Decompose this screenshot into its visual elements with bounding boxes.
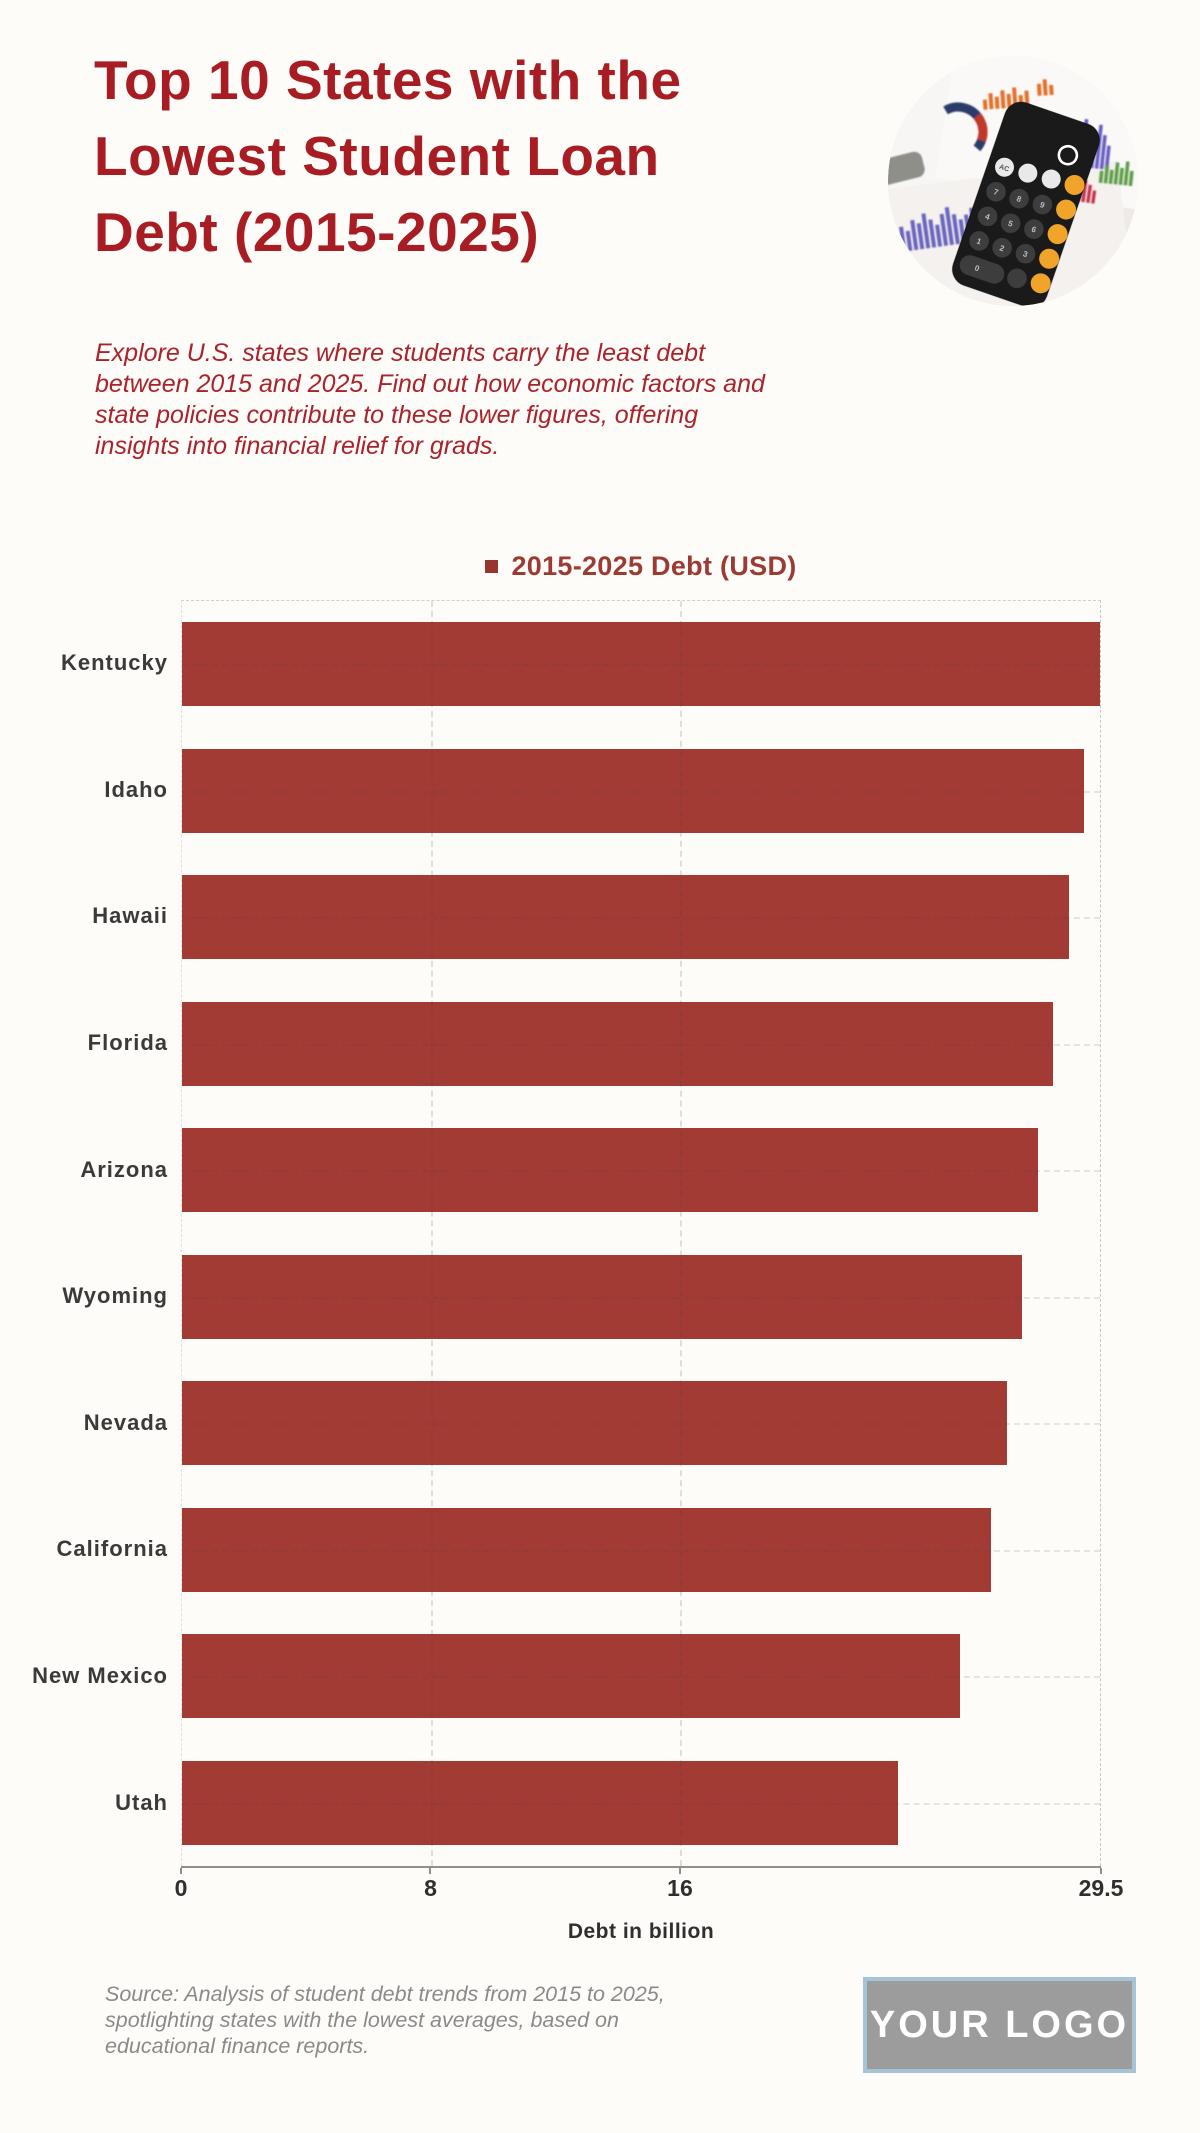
bar-row: [182, 1613, 1100, 1740]
svg-text:1: 1: [975, 236, 983, 246]
bar-utah: [182, 1760, 898, 1845]
y-axis-label-california: California: [56, 1536, 168, 1562]
bar-row: [182, 1487, 1100, 1614]
x-axis-tick-label: 16: [667, 1875, 693, 1901]
subtitle-line-4: insights into financial relief for grads…: [95, 432, 500, 460]
vertical-gridline: [430, 601, 433, 1866]
bars-container: [182, 601, 1100, 1866]
bar-row: [182, 1360, 1100, 1487]
bar-nevada: [182, 1381, 1007, 1466]
x-axis-title: Debt in billion: [567, 1920, 715, 1943]
svg-text:0: 0: [974, 263, 982, 273]
horizontal-gridline: [182, 917, 1100, 920]
y-axis-label-new-mexico: New Mexico: [32, 1663, 168, 1689]
bar-idaho: [182, 748, 1085, 833]
source-line-3: educational finance reports.: [105, 2034, 370, 2058]
x-axis-tick-label: 8: [424, 1875, 437, 1901]
bar-row: [182, 601, 1100, 728]
bar-florida: [182, 1001, 1054, 1086]
bar-new-mexico: [182, 1634, 960, 1719]
svg-text:7: 7: [992, 187, 1000, 197]
legend-label: 2015-2025 Debt (USD): [511, 551, 797, 581]
bar-row: [182, 1740, 1100, 1867]
bar-hawaii: [182, 875, 1069, 960]
bar-row: [182, 854, 1100, 981]
horizontal-gridline: [182, 1802, 1100, 1805]
bar-row: [182, 1234, 1100, 1361]
y-axis-label-utah: Utah: [115, 1789, 168, 1815]
bar-row: [182, 1107, 1100, 1234]
title-line-3: Debt (2015-2025): [94, 201, 540, 263]
calculator: AC 7 8 9 4 5 6 1 2 3 0: [951, 101, 1101, 306]
y-axis-label-kentucky: Kentucky: [60, 650, 168, 676]
x-axis-tick: [678, 1868, 681, 1874]
source-note: Source: Analysis of student debt trends …: [105, 1981, 665, 2059]
plot-area: [181, 600, 1101, 1866]
horizontal-gridline: [182, 1296, 1100, 1299]
subtitle-line-3: state policies contribute to these lower…: [95, 401, 699, 429]
y-axis-label-hawaii: Hawaii: [92, 903, 168, 929]
source-line-2: spotlighting states with the lowest aver…: [105, 2008, 619, 2032]
x-axis-tick: [429, 1868, 432, 1874]
bar-arizona: [182, 1128, 1038, 1213]
x-axis-tick-label: 29.5: [1078, 1875, 1124, 1901]
horizontal-gridline: [182, 1043, 1100, 1046]
title-line-1: Top 10 States with the: [94, 49, 682, 111]
bar-kentucky: [182, 622, 1100, 707]
bar-wyoming: [182, 1254, 1023, 1339]
x-axis-tick-label: 0: [174, 1875, 188, 1901]
y-axis-label-wyoming: Wyoming: [62, 1283, 168, 1309]
legend-marker-icon: [485, 560, 499, 573]
svg-text:6: 6: [1030, 225, 1038, 235]
horizontal-gridline: [182, 664, 1100, 667]
horizontal-gridline: [182, 790, 1100, 793]
y-axis-label-arizona: Arizona: [80, 1156, 168, 1182]
svg-text:AC: AC: [998, 164, 1010, 174]
horizontal-gridline: [182, 1423, 1100, 1426]
title-line-2: Lowest Student Loan: [94, 125, 660, 187]
x-axis: 0 8 16 29.5: [175, 1866, 1123, 1901]
svg-text:9: 9: [1039, 200, 1047, 210]
horizontal-gridline: [182, 1170, 1100, 1173]
calculator-on-charts-illustration: AC 7 8 9 4 5 6 1 2 3 0: [888, 56, 1138, 306]
svg-text:8: 8: [1015, 194, 1023, 204]
page-title: Top 10 States with the Lowest Student Lo…: [94, 42, 682, 270]
page-subtitle: Explore U.S. states where students carry…: [95, 338, 765, 462]
horizontal-gridline: [182, 1549, 1100, 1552]
y-axis-labels: Kentucky Idaho Hawaii Florida Arizona Wyoming…: [0, 600, 168, 1866]
y-axis-label-nevada: Nevada: [83, 1409, 168, 1435]
logo-placeholder: YOUR LOGO: [863, 1977, 1136, 2073]
y-axis-label-florida: Florida: [87, 1030, 168, 1056]
source-line-1: Source: Analysis of student debt trends …: [105, 1982, 665, 2006]
subtitle-line-2: between 2015 and 2025. Find out how econ…: [95, 370, 765, 398]
bar-row: [182, 728, 1100, 855]
y-axis-label-idaho: Idaho: [104, 776, 168, 802]
header-photo: AC 7 8 9 4 5 6 1 2 3 0: [888, 56, 1138, 306]
bar-california: [182, 1507, 992, 1592]
subtitle-line-1: Explore U.S. states where students carry…: [95, 339, 706, 367]
x-axis-tick: [1100, 1868, 1102, 1874]
svg-text:5: 5: [1007, 219, 1015, 229]
bar-row: [182, 981, 1100, 1108]
x-axis-tick: [180, 1868, 182, 1874]
vertical-gridline: [679, 601, 682, 1866]
svg-text:4: 4: [984, 212, 992, 222]
chart-legend: 2015-2025 Debt (USD): [181, 551, 1101, 582]
svg-text:2: 2: [998, 243, 1006, 253]
svg-text:3: 3: [1022, 249, 1030, 259]
horizontal-gridline: [182, 1676, 1100, 1679]
